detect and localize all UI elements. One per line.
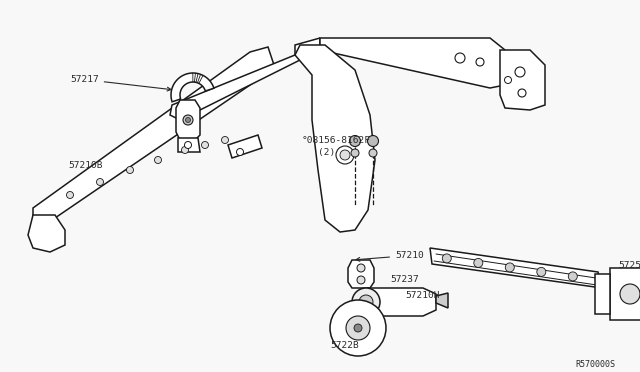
Circle shape [359,295,373,309]
Circle shape [221,137,228,144]
Circle shape [357,276,365,284]
Polygon shape [320,38,510,88]
Circle shape [367,135,378,147]
Circle shape [182,147,189,154]
Circle shape [346,316,370,340]
Text: 5722B: 5722B [330,341,359,350]
Circle shape [340,150,350,160]
Circle shape [336,146,354,164]
Text: 57237: 57237 [390,275,419,284]
Circle shape [476,58,484,66]
Text: 57210H: 57210H [405,291,440,300]
Polygon shape [295,45,375,232]
Circle shape [184,141,191,148]
Circle shape [369,149,377,157]
Text: (2): (2) [318,148,335,157]
Polygon shape [348,260,374,288]
Circle shape [455,53,465,63]
Circle shape [518,89,526,97]
Circle shape [474,259,483,267]
Circle shape [127,167,134,173]
Polygon shape [178,138,200,152]
Circle shape [354,324,362,332]
Circle shape [537,267,546,276]
Polygon shape [228,135,262,158]
Circle shape [183,115,193,125]
Polygon shape [436,293,448,308]
Circle shape [186,118,191,122]
Text: 57217: 57217 [70,75,171,91]
Polygon shape [610,268,640,320]
Circle shape [202,141,209,148]
Polygon shape [170,38,320,120]
Circle shape [351,149,359,157]
Text: °08156-8162F: °08156-8162F [302,136,371,145]
Polygon shape [595,274,610,314]
Polygon shape [171,73,214,102]
Circle shape [357,264,365,272]
Circle shape [442,254,451,263]
Circle shape [97,179,104,186]
Polygon shape [28,215,65,252]
Polygon shape [500,50,545,110]
Circle shape [506,263,515,272]
Text: 57252M: 57252M [618,261,640,270]
Circle shape [352,288,380,316]
Circle shape [376,330,384,338]
Text: R570000S: R570000S [575,360,615,369]
Polygon shape [368,288,436,316]
Text: 5721OB: 5721OB [68,161,102,170]
Polygon shape [430,248,602,288]
Circle shape [237,148,243,155]
Circle shape [349,135,360,147]
Circle shape [568,272,577,281]
Circle shape [515,67,525,77]
Circle shape [330,300,386,356]
Polygon shape [33,47,275,225]
Text: 57210: 57210 [356,251,424,261]
Polygon shape [176,100,200,140]
Circle shape [504,77,511,83]
Circle shape [67,192,74,199]
Circle shape [620,284,640,304]
Circle shape [154,157,161,164]
